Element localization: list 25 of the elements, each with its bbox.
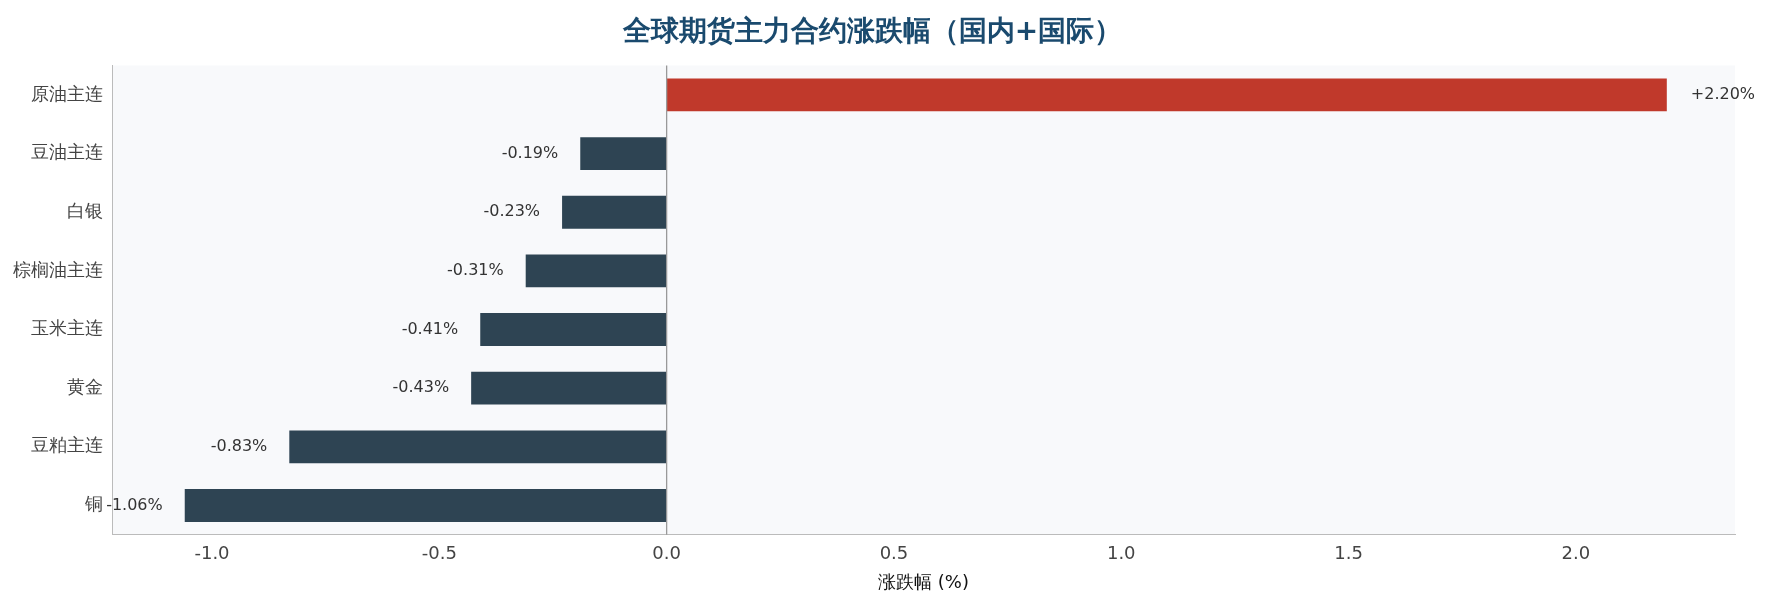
x-tick-label: -0.5: [421, 542, 457, 564]
data-label: -0.41%: [401, 318, 459, 338]
x-tick-label: 1.0: [1106, 542, 1136, 564]
x-axis-title: 涨跌幅 (%): [878, 570, 969, 592]
y-tick-label: 黄金: [67, 375, 103, 397]
data-label: -0.83%: [210, 435, 268, 455]
x-tick-label: -1.0: [194, 542, 230, 564]
y-tick-label: 玉米主连: [31, 317, 103, 339]
y-tick-label: 白银: [67, 199, 103, 221]
x-tick-label: 0.0: [652, 542, 681, 564]
chart-title: 全球期货主力合约涨跌幅（国内+国际）: [621, 14, 1123, 48]
y-tick-label: 铜: [84, 493, 103, 515]
y-tick-label: 棕榈油主连: [13, 258, 103, 280]
y-tick-label: 原油主连: [31, 82, 103, 104]
y-tick-label: 豆粕主连: [31, 434, 103, 456]
data-label: -0.43%: [392, 377, 450, 397]
data-label: -1.06%: [106, 494, 163, 514]
x-tick-label: 2.0: [1561, 542, 1591, 564]
x-tick-label: 0.5: [879, 542, 909, 564]
data-label: -0.23%: [483, 201, 541, 221]
x-tick-label: 1.5: [1334, 542, 1363, 564]
y-tick-label: 豆油主连: [31, 141, 103, 163]
data-label: +2.20%: [1690, 84, 1756, 104]
data-label: -0.19%: [501, 142, 559, 162]
data-label: -0.31%: [447, 260, 504, 280]
